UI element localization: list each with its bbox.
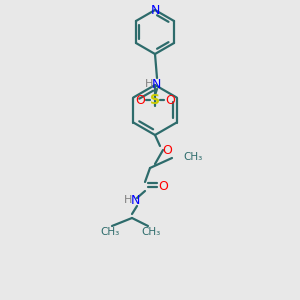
Text: N: N <box>150 4 160 16</box>
Text: S: S <box>150 93 160 107</box>
Text: CH₃: CH₃ <box>141 227 160 237</box>
Text: H: H <box>124 195 132 205</box>
Text: O: O <box>158 179 168 193</box>
Text: N: N <box>151 77 161 91</box>
Text: CH₃: CH₃ <box>100 227 120 237</box>
Text: CH₃: CH₃ <box>183 152 202 162</box>
Text: H: H <box>145 79 153 89</box>
Text: N: N <box>130 194 140 206</box>
Text: O: O <box>162 143 172 157</box>
Text: O: O <box>135 94 145 106</box>
Text: O: O <box>165 94 175 106</box>
